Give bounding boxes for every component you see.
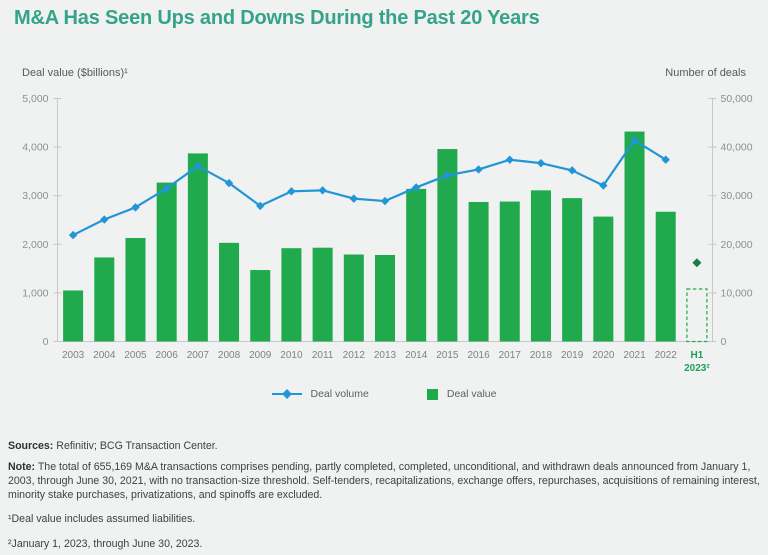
ma-deals-chart: 0 1,000 2,000 3,000 4,000 5,000 0 10,000 20,000 3… bbox=[22, 93, 753, 374]
note-line: Note: The total of 655,169 M&A transacti… bbox=[8, 461, 760, 503]
svg-text:2017: 2017 bbox=[499, 350, 522, 361]
svg-text:4,000: 4,000 bbox=[22, 142, 48, 154]
svg-text:2010: 2010 bbox=[280, 350, 303, 361]
sources-label: Sources: bbox=[8, 440, 54, 452]
footnote-2: ²January 1, 2023, through June 30, 2023. bbox=[8, 537, 203, 550]
sources-text: Refinitiv; BCG Transaction Center. bbox=[53, 440, 218, 452]
chart-footer: Sources: Refinitiv; BCG Transaction Cent… bbox=[8, 440, 760, 552]
svg-text:2009: 2009 bbox=[249, 350, 272, 361]
legend-label-deal-volume: Deal volume bbox=[310, 388, 369, 400]
svg-text:20,000: 20,000 bbox=[721, 239, 753, 251]
svg-text:2013: 2013 bbox=[374, 350, 397, 361]
svg-text:40,000: 40,000 bbox=[721, 142, 753, 154]
svg-text:2004: 2004 bbox=[93, 350, 116, 361]
deal-value-square-icon bbox=[426, 388, 438, 400]
svg-text:2022: 2022 bbox=[655, 350, 678, 361]
svg-text:2020: 2020 bbox=[592, 350, 615, 361]
svg-text:2021: 2021 bbox=[623, 350, 646, 361]
svg-text:2023²: 2023² bbox=[684, 363, 710, 374]
svg-text:2015: 2015 bbox=[436, 350, 459, 361]
deal-volume-line-icon bbox=[271, 392, 302, 396]
note-text: The total of 655,169 M&A transactions co… bbox=[8, 460, 760, 501]
svg-text:30,000: 30,000 bbox=[721, 190, 753, 202]
left-axis-title: Deal value ($billions)¹ bbox=[22, 67, 128, 79]
svg-text:2,000: 2,000 bbox=[22, 239, 48, 251]
svg-text:0: 0 bbox=[721, 336, 727, 348]
svg-text:2003: 2003 bbox=[62, 350, 85, 361]
svg-text:2011: 2011 bbox=[312, 350, 334, 361]
svg-text:2014: 2014 bbox=[405, 350, 428, 361]
sources-line: Sources: Refinitiv; BCG Transaction Cent… bbox=[8, 440, 760, 454]
legend-item-deal-volume: Deal volume bbox=[271, 388, 369, 400]
footnote-1: ¹Deal value includes assumed liabilities… bbox=[8, 512, 196, 525]
svg-text:2016: 2016 bbox=[467, 350, 490, 361]
svg-text:1,000: 1,000 bbox=[22, 287, 48, 299]
svg-text:0: 0 bbox=[43, 336, 49, 348]
svg-text:2008: 2008 bbox=[218, 350, 241, 361]
svg-text:5,000: 5,000 bbox=[22, 93, 48, 105]
svg-text:2005: 2005 bbox=[124, 350, 147, 361]
svg-text:2012: 2012 bbox=[343, 350, 366, 361]
svg-text:2018: 2018 bbox=[530, 350, 553, 361]
svg-text:10,000: 10,000 bbox=[721, 287, 753, 299]
legend-item-deal-value: Deal value bbox=[426, 388, 497, 400]
svg-text:2006: 2006 bbox=[156, 350, 179, 361]
right-axis-title: Number of deals bbox=[665, 67, 746, 79]
svg-text:3,000: 3,000 bbox=[22, 190, 48, 202]
note-label: Note: bbox=[8, 460, 36, 473]
legend-label-deal-value: Deal value bbox=[446, 388, 497, 400]
svg-text:50,000: 50,000 bbox=[721, 93, 753, 105]
svg-text:2007: 2007 bbox=[187, 350, 210, 361]
page-title: M&A Has Seen Ups and Downs During the Pa… bbox=[14, 7, 540, 29]
svg-text:2019: 2019 bbox=[561, 350, 584, 361]
svg-text:H1: H1 bbox=[691, 350, 704, 361]
chart-legend: Deal volume Deal value bbox=[0, 388, 768, 400]
